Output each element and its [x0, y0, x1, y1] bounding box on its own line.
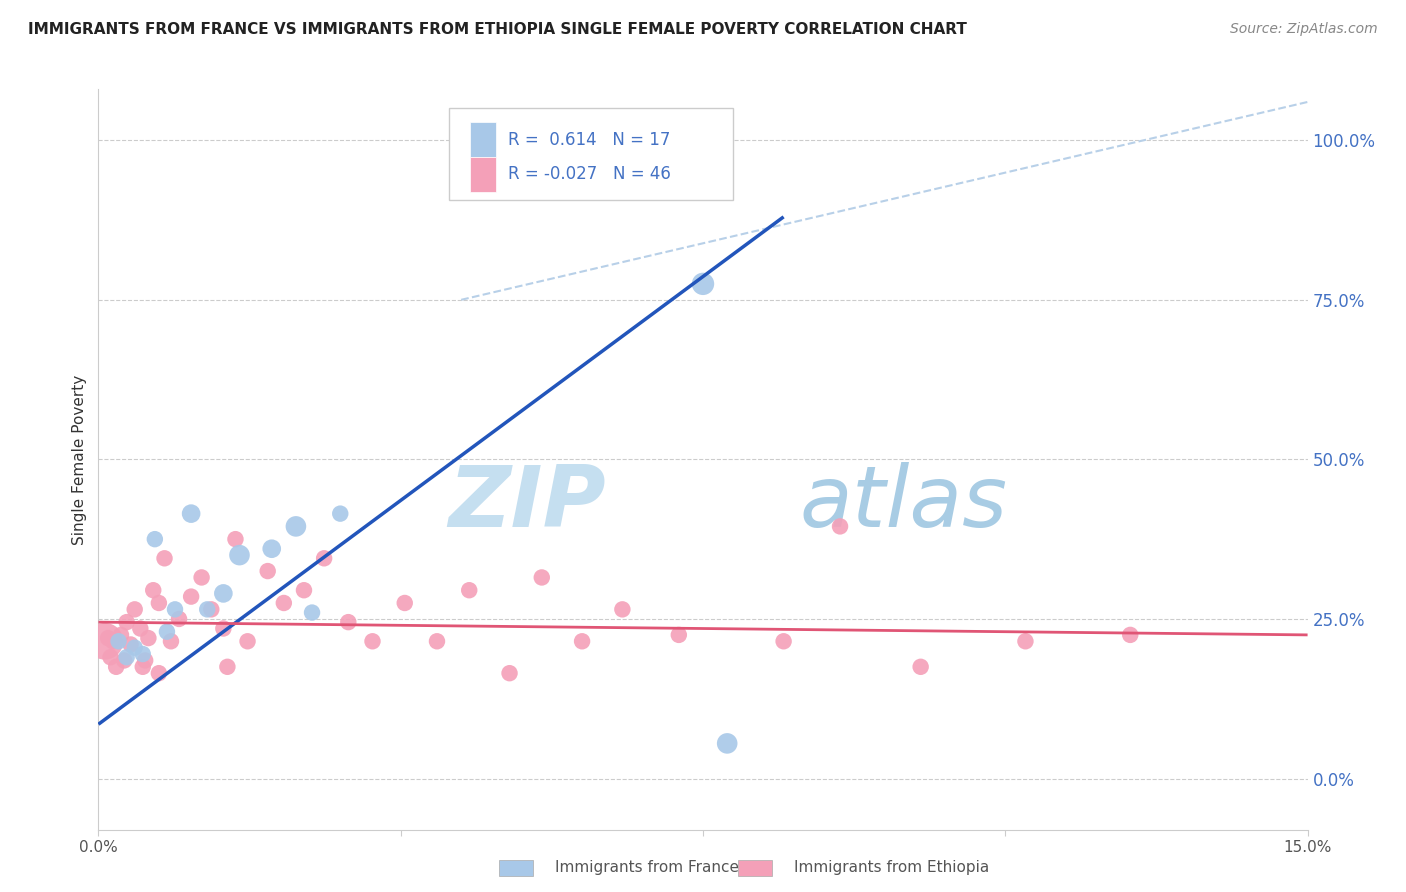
Point	[284, 519, 307, 533]
Point	[138, 631, 160, 645]
Point	[124, 640, 146, 655]
Point	[224, 532, 246, 546]
Point	[236, 634, 259, 648]
Text: atlas: atlas	[800, 462, 1008, 545]
Point	[217, 660, 239, 674]
Point	[105, 660, 128, 674]
Point	[692, 277, 714, 291]
Point	[458, 583, 481, 598]
Point	[163, 602, 186, 616]
Point	[910, 660, 932, 674]
Point	[530, 570, 553, 584]
Text: R =  0.614   N = 17: R = 0.614 N = 17	[509, 130, 671, 149]
Point	[828, 519, 851, 533]
Point	[668, 628, 690, 642]
Point	[256, 564, 278, 578]
FancyBboxPatch shape	[449, 108, 734, 201]
Point	[337, 615, 360, 629]
Point	[498, 666, 520, 681]
Point	[115, 615, 138, 629]
Point	[107, 634, 129, 648]
Point	[314, 551, 336, 566]
Point	[160, 634, 183, 648]
Point	[120, 637, 142, 651]
Y-axis label: Single Female Poverty: Single Female Poverty	[72, 375, 87, 544]
Point	[129, 622, 152, 636]
Point	[716, 736, 738, 750]
Text: Immigrants from France: Immigrants from France	[555, 860, 740, 874]
Point	[134, 653, 156, 667]
Point	[148, 666, 170, 681]
Point	[190, 570, 212, 584]
Point	[200, 602, 222, 616]
Point	[132, 647, 155, 661]
Point	[101, 634, 124, 648]
Point	[260, 541, 283, 556]
FancyBboxPatch shape	[470, 122, 496, 157]
Point	[273, 596, 295, 610]
Point	[361, 634, 384, 648]
Point	[100, 650, 122, 665]
Text: ZIP: ZIP	[449, 462, 606, 545]
Point	[1014, 634, 1036, 648]
Point	[156, 624, 179, 639]
Text: Source: ZipAtlas.com: Source: ZipAtlas.com	[1230, 22, 1378, 37]
Point	[212, 622, 235, 636]
Point	[426, 634, 449, 648]
Point	[110, 628, 132, 642]
Point	[124, 602, 146, 616]
Point	[143, 532, 166, 546]
Point	[772, 634, 794, 648]
Point	[112, 653, 135, 667]
Point	[301, 606, 323, 620]
Text: R = -0.027   N = 46: R = -0.027 N = 46	[509, 165, 671, 184]
Point	[228, 548, 250, 562]
Point	[167, 612, 190, 626]
Point	[1119, 628, 1142, 642]
Point	[180, 590, 202, 604]
Point	[571, 634, 593, 648]
Point	[153, 551, 176, 566]
Point	[195, 602, 218, 616]
Point	[329, 507, 352, 521]
Point	[142, 583, 165, 598]
Point	[292, 583, 315, 598]
Point	[132, 660, 155, 674]
Point	[94, 634, 117, 648]
Point	[115, 650, 138, 665]
FancyBboxPatch shape	[470, 157, 496, 192]
Point	[148, 596, 170, 610]
Point	[612, 602, 634, 616]
Point	[180, 507, 202, 521]
Text: IMMIGRANTS FROM FRANCE VS IMMIGRANTS FROM ETHIOPIA SINGLE FEMALE POVERTY CORRELA: IMMIGRANTS FROM FRANCE VS IMMIGRANTS FRO…	[28, 22, 967, 37]
Point	[212, 586, 235, 600]
Point	[97, 631, 120, 645]
Point	[394, 596, 416, 610]
Text: Immigrants from Ethiopia: Immigrants from Ethiopia	[794, 860, 990, 874]
